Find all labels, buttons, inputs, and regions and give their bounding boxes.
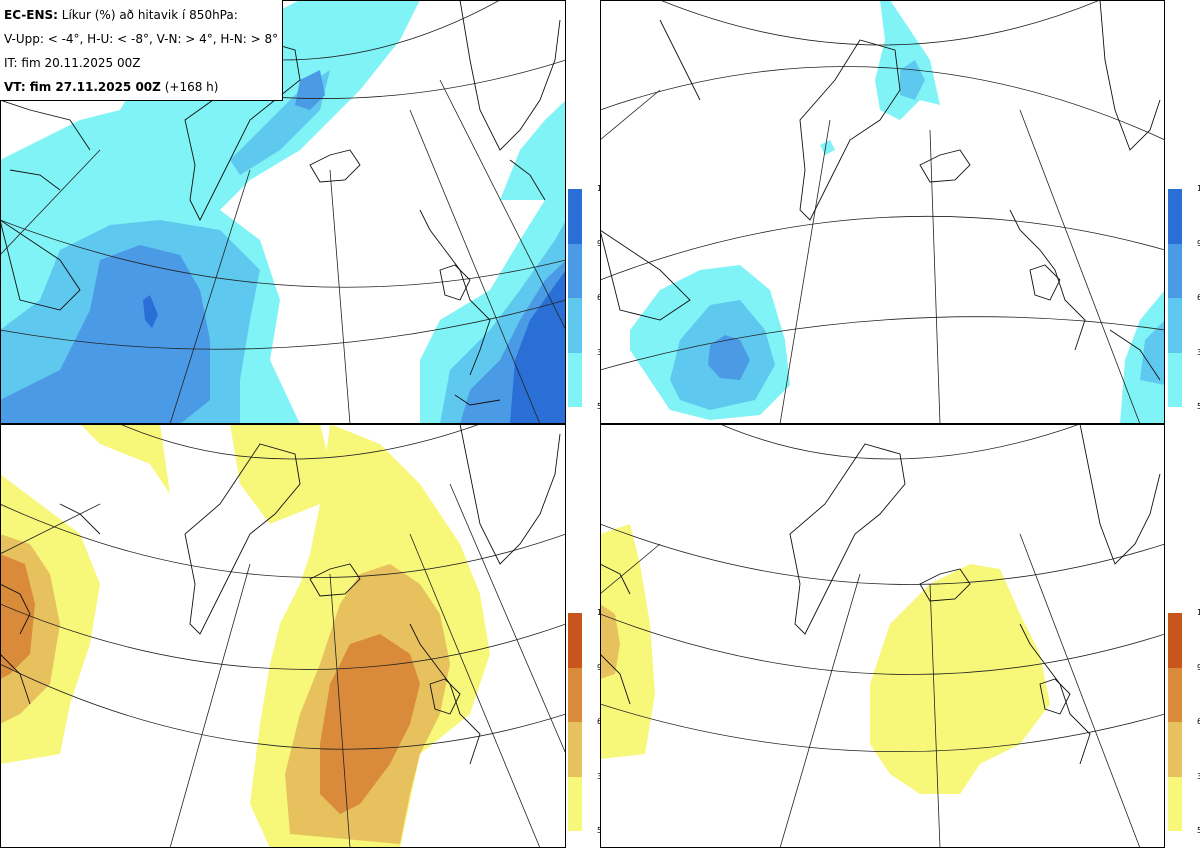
tick-5: 5	[597, 403, 602, 411]
tick-65: 65	[1197, 293, 1200, 302]
graticule	[0, 424, 566, 848]
warm-anomaly-map-4	[0, 424, 566, 848]
colorbar-cold-left-bar	[568, 189, 582, 407]
probability-field-cold-8	[630, 0, 1165, 424]
coastlines	[600, 0, 1161, 381]
title-box: EC-ENS: Líkur (%) að hitavik í 850hPa: V…	[0, 0, 283, 101]
tick-35: 35	[1197, 772, 1200, 781]
map-panel-top-right	[600, 0, 1165, 424]
tick-100: 100	[1197, 608, 1200, 617]
colorbar-warm-right	[1168, 613, 1182, 831]
tick-5: 5	[1197, 826, 1200, 835]
probability-field-warm-4	[0, 424, 490, 848]
coastlines	[600, 424, 1161, 765]
probability-field-cold-4	[0, 0, 566, 424]
colorbar-cold-right	[1168, 189, 1182, 407]
tick-5: 5	[597, 827, 602, 835]
tick-100: 100	[1197, 184, 1200, 193]
tick-95: 95	[1197, 239, 1200, 248]
map-panel-bottom-left	[0, 424, 566, 848]
probability-field-warm-8	[600, 524, 1050, 794]
tick-65: 65	[1197, 717, 1200, 726]
title-line-1: EC-ENS: Líkur (%) að hitavik í 850hPa:	[4, 8, 238, 22]
graticule	[600, 424, 1165, 848]
cold-anomaly-map-8	[600, 0, 1165, 424]
title-line-2: V-Upp: < -4°, H-U: < -8°, V-N: > 4°, H-N…	[4, 32, 279, 46]
title-line-4: VT: fim 27.11.2025 00Z (+168 h)	[4, 80, 219, 94]
graticule	[600, 0, 1165, 424]
tick-5: 5	[1197, 402, 1200, 411]
map-panel-bottom-right	[600, 424, 1165, 848]
title-line-3: IT: fim 20.11.2025 00Z	[4, 56, 141, 70]
colorbar-warm-left	[568, 613, 582, 831]
coastlines	[0, 424, 561, 765]
warm-anomaly-map-8	[600, 424, 1165, 848]
tick-35: 35	[1197, 348, 1200, 357]
tick-95: 95	[1197, 663, 1200, 672]
